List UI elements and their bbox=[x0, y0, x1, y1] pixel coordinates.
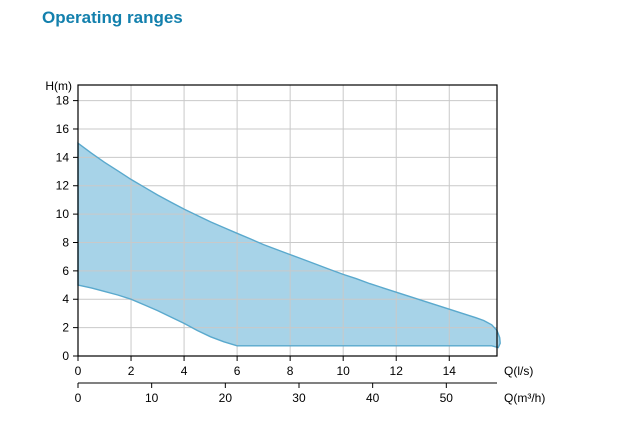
x1-tick-label: 10 bbox=[337, 364, 351, 378]
y-tick-label: 4 bbox=[62, 292, 69, 306]
y-tick-label: 18 bbox=[56, 94, 70, 108]
y-tick-label: 8 bbox=[62, 235, 69, 249]
x2-tick-label: 10 bbox=[145, 391, 159, 405]
x-axis-secondary: 0 10 20 30 40 50 Q(m³/h) bbox=[75, 382, 545, 405]
x1-axis-label: Q(l/s) bbox=[504, 364, 533, 378]
y-tick-label: 10 bbox=[56, 207, 70, 221]
grid-lines bbox=[78, 85, 497, 356]
y-tick-label: 6 bbox=[62, 264, 69, 278]
x2-tick-label: 50 bbox=[440, 391, 454, 405]
x2-tick-label: 30 bbox=[292, 391, 306, 405]
y-axis: 0 2 4 6 8 10 12 14 16 18H(m) bbox=[45, 79, 78, 363]
x2-tick-label: 40 bbox=[366, 391, 380, 405]
y-tick-label: 0 bbox=[62, 349, 69, 363]
chart-title: Operating ranges bbox=[42, 8, 183, 27]
y-tick-label: 14 bbox=[56, 150, 70, 164]
x2-axis-label: Q(m³/h) bbox=[504, 391, 545, 405]
x1-tick-label: 12 bbox=[390, 364, 404, 378]
y-tick-label: 12 bbox=[56, 179, 70, 193]
x1-tick-label: 8 bbox=[287, 364, 294, 378]
y-axis-label: H(m) bbox=[45, 79, 72, 93]
x1-tick-label: 4 bbox=[181, 364, 188, 378]
operating-area-outline bbox=[77, 141, 501, 349]
y-tick-label: 2 bbox=[62, 321, 69, 335]
x-axis-primary: 0 2 4 6 8 10 12 14 Q(l/s) bbox=[75, 356, 533, 378]
x1-tick-label: 0 bbox=[75, 364, 82, 378]
x2-tick-label: 0 bbox=[75, 391, 82, 405]
x1-tick-label: 14 bbox=[443, 364, 457, 378]
x1-tick-label: 2 bbox=[128, 364, 135, 378]
x2-tick-label: 20 bbox=[219, 391, 233, 405]
x1-tick-label: 6 bbox=[234, 364, 241, 378]
plot-border bbox=[77, 84, 498, 357]
y-tick-label: 16 bbox=[56, 122, 70, 136]
operating-area bbox=[78, 143, 501, 348]
